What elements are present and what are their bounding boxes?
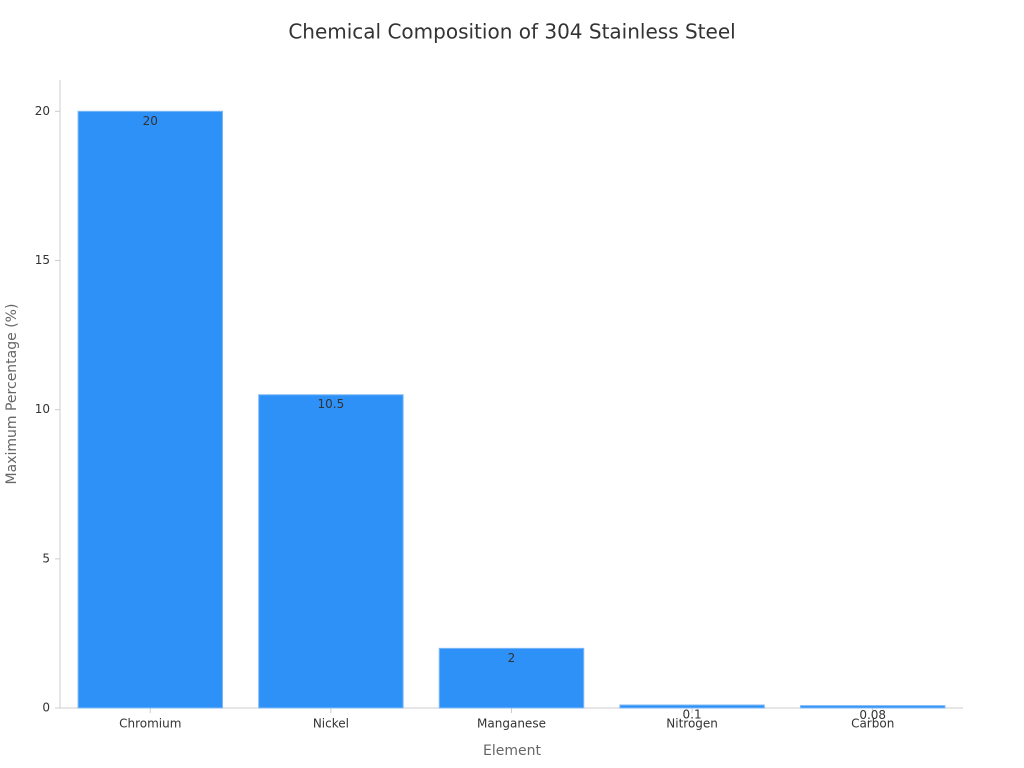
bar: [258, 394, 404, 709]
value-label: 0.08: [859, 708, 886, 722]
x-tick-label: Carbon: [851, 717, 894, 731]
bar: [799, 705, 946, 709]
y-tick-label: 5: [42, 551, 50, 565]
value-label: 0.1: [683, 708, 702, 722]
x-tick-label: Manganese: [477, 717, 546, 731]
value-label: 2: [508, 651, 516, 665]
chart-title: Chemical Composition of 304 Stainless St…: [288, 20, 735, 44]
y-tick-label: 15: [35, 253, 50, 267]
y-tick-label: 10: [35, 402, 50, 416]
y-tick-label: 0: [42, 701, 50, 715]
x-tick-label: Nitrogen: [666, 717, 718, 731]
y-axis-label: Maximum Percentage (%): [4, 304, 20, 485]
y-tick-label: 20: [35, 104, 50, 118]
x-tick-label: Nickel: [313, 717, 349, 731]
bar: [438, 647, 585, 709]
value-label: 10.5: [318, 397, 345, 411]
value-label: 20: [143, 114, 158, 128]
bar: [77, 110, 224, 709]
bar: [619, 704, 765, 709]
x-tick-label: Chromium: [119, 717, 181, 731]
x-axis-label: Element: [483, 743, 541, 759]
